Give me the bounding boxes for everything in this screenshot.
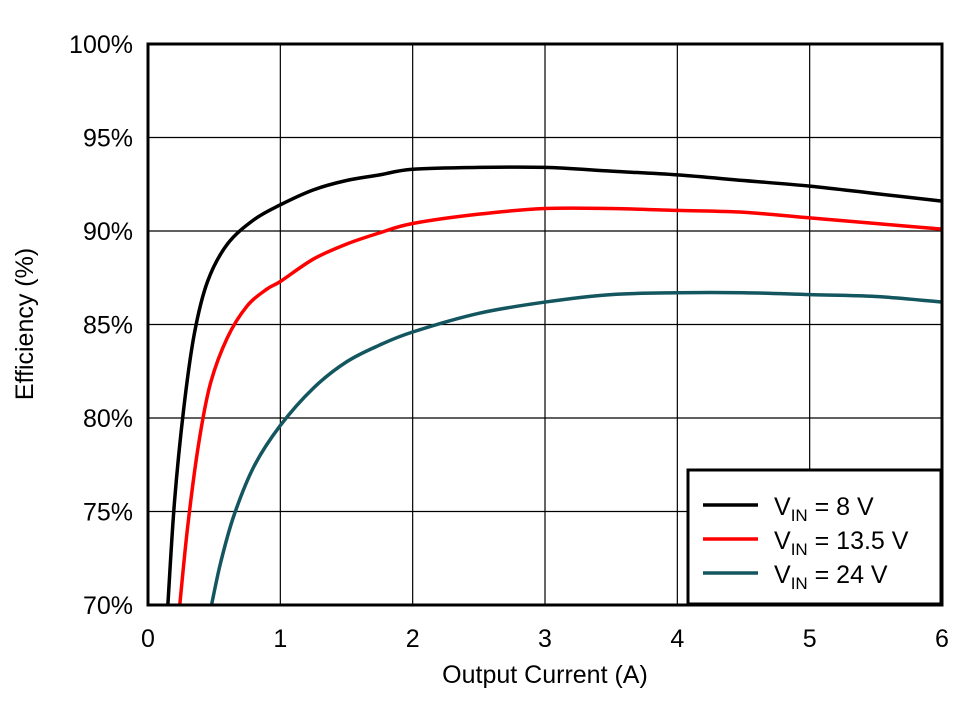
y-tick-label: 85% — [83, 312, 133, 340]
series-line-0 — [166, 165, 943, 606]
y-tick-label: 70% — [83, 592, 133, 620]
legend-entry-label: VIN = 8 V — [774, 493, 874, 525]
x-tick-label: 2 — [406, 625, 420, 653]
y-tick-label: 90% — [83, 218, 133, 246]
x-axis-ticks: 0 1 2 3 4 5 6 — [141, 625, 949, 653]
plot-frame — [146, 42, 944, 607]
x-tick-label: 4 — [670, 625, 684, 653]
x-axis-label: Output Current (A) — [442, 661, 648, 689]
x-tick-label: 5 — [803, 625, 817, 653]
y-tick-label: 95% — [83, 125, 133, 153]
legend-box — [686, 468, 943, 606]
legend-entry-label: VIN = 13.5 V — [774, 527, 909, 559]
x-tick-label: 3 — [538, 625, 552, 653]
y-axis-label: Efficiency (%) — [11, 248, 39, 400]
y-axis-ticks: 70% 75% 80% 85% 90% 95% 100% — [69, 31, 133, 620]
y-tick-label: 100% — [69, 31, 133, 59]
y-tick-label: 75% — [83, 499, 133, 527]
y-tick-label: 80% — [83, 405, 133, 433]
data-series — [166, 165, 943, 606]
x-tick-label: 0 — [141, 625, 155, 653]
series-line-1 — [178, 206, 943, 606]
x-tick-label: 1 — [273, 625, 287, 653]
series-line-2 — [209, 290, 943, 606]
legend-entry-label: VIN = 24 V — [774, 561, 888, 593]
x-tick-label: 6 — [935, 625, 949, 653]
